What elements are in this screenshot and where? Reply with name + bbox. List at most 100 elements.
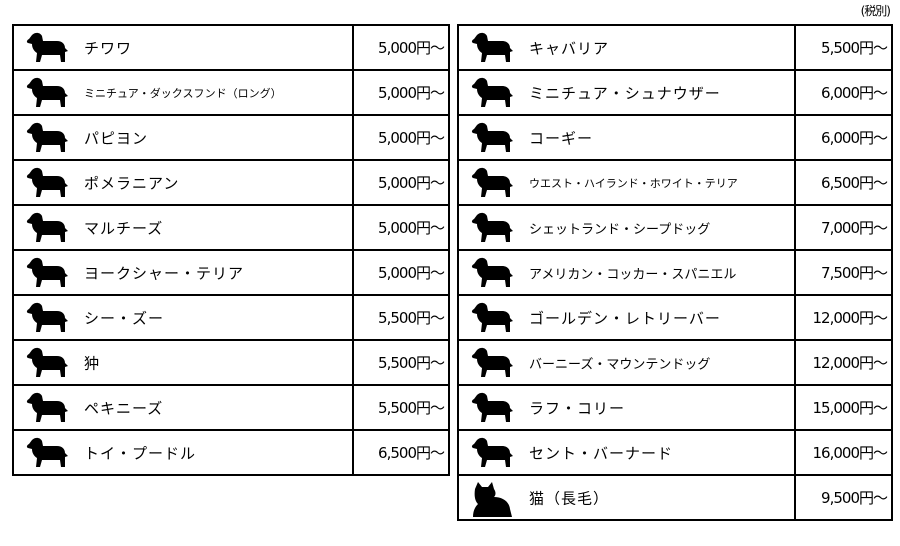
breed-name: シェットランド・シープドッグ bbox=[529, 222, 711, 237]
breed-name: コーギー bbox=[529, 129, 594, 147]
price-row: ポメラニアン 5,000円〜 bbox=[12, 159, 450, 206]
breed-cell: トイ・プードル bbox=[12, 429, 354, 476]
breed-name: ゴールデン・レトリーバー bbox=[529, 309, 721, 327]
breed-cell: パピヨン bbox=[12, 114, 354, 161]
maltese-icon bbox=[20, 209, 70, 249]
breed-name: ペキニーズ bbox=[84, 399, 164, 417]
corgi-icon bbox=[465, 119, 515, 159]
price-row: 猫（長毛） 9,500円〜 bbox=[457, 474, 893, 521]
price-row: 狆 5,500円〜 bbox=[12, 339, 450, 386]
breed-name: トイ・プードル bbox=[84, 444, 197, 462]
papillon-icon bbox=[20, 119, 70, 159]
breed-cell: キャバリア bbox=[457, 24, 796, 71]
price-row: ヨークシャー・テリア 5,000円〜 bbox=[12, 249, 450, 296]
breed-name: ミニチュア・ダックスフンド（ロング） bbox=[84, 86, 282, 100]
japanese-chin-icon bbox=[20, 344, 70, 384]
golden-retriever-icon bbox=[465, 299, 515, 339]
breed-cell: ミニチュア・シュナウザー bbox=[457, 69, 796, 116]
price: 5,000円〜 bbox=[352, 249, 450, 296]
breed-name: チワワ bbox=[84, 39, 133, 57]
schnauzer-icon bbox=[465, 74, 515, 114]
price-row: キャバリア 5,500円〜 bbox=[457, 24, 893, 71]
price: 5,000円〜 bbox=[352, 114, 450, 161]
price-row: ミニチュア・シュナウザー 6,000円〜 bbox=[457, 69, 893, 116]
breed-cell: ウエスト・ハイランド・ホワイト・テリア bbox=[457, 159, 796, 206]
price: 5,000円〜 bbox=[352, 204, 450, 251]
toy-poodle-icon bbox=[20, 434, 70, 474]
price: 5,000円〜 bbox=[352, 24, 450, 71]
cocker-spaniel-icon bbox=[465, 254, 515, 294]
price-row: ラフ・コリー 15,000円〜 bbox=[457, 384, 893, 431]
breed-name: ミニチュア・シュナウザー bbox=[529, 84, 721, 102]
price: 16,000円〜 bbox=[794, 429, 893, 476]
breed-cell: シー・ズー bbox=[12, 294, 354, 341]
price-row: シー・ズー 5,500円〜 bbox=[12, 294, 450, 341]
breed-cell: セント・バーナード bbox=[457, 429, 796, 476]
price: 5,500円〜 bbox=[352, 339, 450, 386]
price: 12,000円〜 bbox=[794, 294, 893, 341]
price: 6,000円〜 bbox=[794, 114, 893, 161]
breed-cell: チワワ bbox=[12, 24, 354, 71]
breed-cell: バーニーズ・マウンテンドッグ bbox=[457, 339, 796, 386]
price-row: チワワ 5,000円〜 bbox=[12, 24, 450, 71]
breed-cell: マルチーズ bbox=[12, 204, 354, 251]
breed-name: ラフ・コリー bbox=[529, 399, 626, 417]
price: 5,500円〜 bbox=[352, 384, 450, 431]
price: 7,000円〜 bbox=[794, 204, 893, 251]
breed-cell: コーギー bbox=[457, 114, 796, 161]
price: 6,000円〜 bbox=[794, 69, 893, 116]
price-row: パピヨン 5,000円〜 bbox=[12, 114, 450, 161]
breed-name: パピヨン bbox=[84, 129, 149, 147]
price-row: ペキニーズ 5,500円〜 bbox=[12, 384, 450, 431]
price-row: コーギー 6,000円〜 bbox=[457, 114, 893, 161]
price: 5,000円〜 bbox=[352, 159, 450, 206]
price-row: セント・バーナード 16,000円〜 bbox=[457, 429, 893, 476]
breed-name: マルチーズ bbox=[84, 219, 164, 237]
yorkshire-terrier-icon bbox=[20, 254, 70, 294]
breed-cell: ゴールデン・レトリーバー bbox=[457, 294, 796, 341]
price: 5,500円〜 bbox=[794, 24, 893, 71]
shih-tzu-icon bbox=[20, 299, 70, 339]
price: 7,500円〜 bbox=[794, 249, 893, 296]
price-row: ゴールデン・レトリーバー 12,000円〜 bbox=[457, 294, 893, 341]
breed-name: セント・バーナード bbox=[529, 444, 674, 462]
breed-cell: シェットランド・シープドッグ bbox=[457, 204, 796, 251]
price: 5,500円〜 bbox=[352, 294, 450, 341]
chihuahua-icon bbox=[20, 29, 70, 69]
breed-cell: ヨークシャー・テリア bbox=[12, 249, 354, 296]
price-table-right: キャバリア 5,500円〜 ミニチュア・シュナウザー 6,000円〜 コーギー … bbox=[457, 24, 893, 521]
price: 15,000円〜 bbox=[794, 384, 893, 431]
breed-name: ウエスト・ハイランド・ホワイト・テリア bbox=[529, 176, 738, 190]
breed-cell: 猫（長毛） bbox=[457, 474, 796, 521]
price-row: ウエスト・ハイランド・ホワイト・テリア 6,500円〜 bbox=[457, 159, 893, 206]
bernese-icon bbox=[465, 344, 515, 384]
price: 9,500円〜 bbox=[794, 474, 893, 521]
breed-name: バーニーズ・マウンテンドッグ bbox=[529, 357, 711, 372]
tax-note: (税別) bbox=[860, 4, 891, 18]
price: 6,500円〜 bbox=[794, 159, 893, 206]
cat-icon bbox=[465, 479, 515, 519]
price-row: バーニーズ・マウンテンドッグ 12,000円〜 bbox=[457, 339, 893, 386]
breed-cell: ラフ・コリー bbox=[457, 384, 796, 431]
price: 5,000円〜 bbox=[352, 69, 450, 116]
breed-cell: ミニチュア・ダックスフンド（ロング） bbox=[12, 69, 354, 116]
price: 6,500円〜 bbox=[352, 429, 450, 476]
pomeranian-icon bbox=[20, 164, 70, 204]
breed-name: 猫（長毛） bbox=[529, 489, 610, 507]
pekingese-icon bbox=[20, 389, 70, 429]
price-row: ミニチュア・ダックスフンド（ロング） 5,000円〜 bbox=[12, 69, 450, 116]
breed-name: 狆 bbox=[84, 354, 101, 372]
price-row: アメリカン・コッカー・スパニエル 7,500円〜 bbox=[457, 249, 893, 296]
price-table-left: チワワ 5,000円〜 ミニチュア・ダックスフンド（ロング） 5,000円〜 パ… bbox=[12, 24, 450, 476]
price-row: マルチーズ 5,000円〜 bbox=[12, 204, 450, 251]
breed-cell: ペキニーズ bbox=[12, 384, 354, 431]
cavalier-icon bbox=[465, 29, 515, 69]
dachshund-icon bbox=[20, 74, 70, 114]
breed-name: ヨークシャー・テリア bbox=[84, 264, 245, 282]
breed-name: シー・ズー bbox=[84, 309, 165, 327]
breed-name: キャバリア bbox=[529, 39, 610, 57]
saint-bernard-icon bbox=[465, 434, 515, 474]
breed-name: ポメラニアン bbox=[84, 174, 180, 192]
breed-cell: ポメラニアン bbox=[12, 159, 354, 206]
breed-cell: 狆 bbox=[12, 339, 354, 386]
